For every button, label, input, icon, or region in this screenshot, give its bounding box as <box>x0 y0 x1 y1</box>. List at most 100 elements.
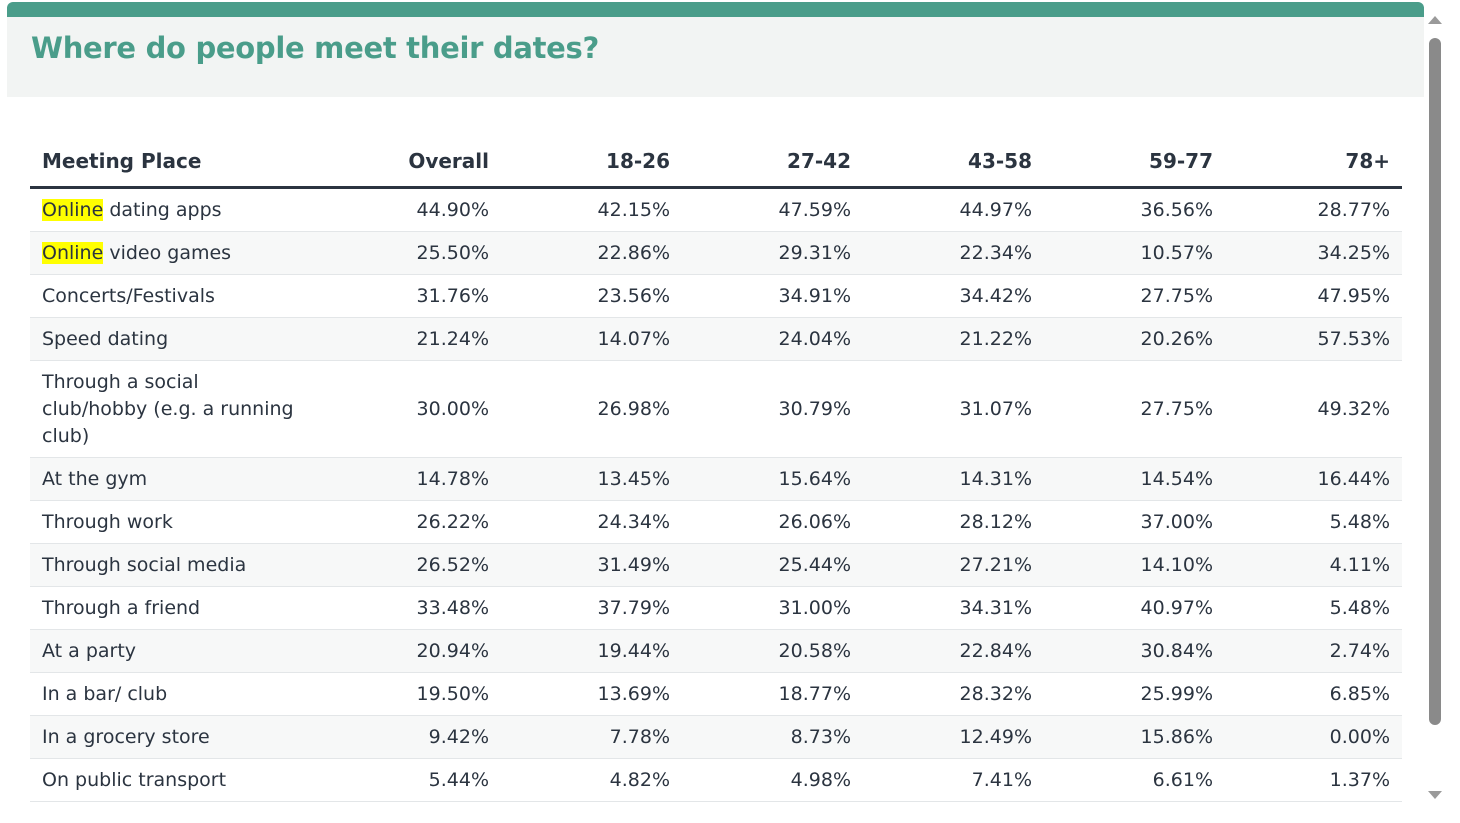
percentage-cell: 34.31% <box>863 586 1044 630</box>
meeting-place-cell: Through a friend <box>30 586 320 630</box>
table-row: Through social media 26.52% 31.49% 25.44% 27… <box>30 543 1402 587</box>
percentage-cell: 19.44% <box>501 629 682 673</box>
table-row: In a bar/ club 19.50% 13.69% 18.77% 28.32% 25… <box>30 672 1402 716</box>
percentage-cell: 57.53% <box>1225 317 1402 361</box>
percentage-cell: 5.48% <box>1225 586 1402 630</box>
page-title: Where do people meet their dates? <box>31 31 600 65</box>
percentage-cell: 13.45% <box>501 457 682 501</box>
percentage-cell: 49.32% <box>1225 360 1402 458</box>
percentage-cell: 26.98% <box>501 360 682 458</box>
table-row: At a party 20.94% 19.44% 20.58% 22.84% 30.84%… <box>30 629 1402 673</box>
vertical-scrollbar[interactable] <box>1424 8 1446 808</box>
percentage-cell: 8.73% <box>682 715 863 759</box>
percentage-cell: 28.32% <box>863 672 1044 716</box>
percentage-cell: 14.07% <box>501 317 682 361</box>
percentage-cell: 4.11% <box>1225 543 1402 587</box>
scroll-up-arrow-icon[interactable] <box>1428 16 1442 24</box>
table-row: Concerts/Festivals 31.76% 23.56% 34.91% 34.4… <box>30 274 1402 318</box>
meeting-place-cell: At the gym <box>30 457 320 501</box>
meeting-place-cell: At a party <box>30 629 320 673</box>
search-highlight: Online <box>42 198 104 221</box>
percentage-cell: 33.48% <box>320 586 501 630</box>
percentage-cell: 26.06% <box>682 500 863 544</box>
percentage-cell: 25.99% <box>1044 672 1225 716</box>
table-row: Through a social club/hobby (e.g. a runn… <box>30 360 1402 458</box>
percentage-cell: 31.00% <box>682 586 863 630</box>
percentage-cell: 27.75% <box>1044 360 1225 458</box>
meeting-place-cell: Concerts/Festivals <box>30 274 320 318</box>
meeting-place-cell: Through social media <box>30 543 320 587</box>
percentage-cell: 47.59% <box>682 187 863 232</box>
percentage-cell: 4.98% <box>682 758 863 802</box>
column-header: 27-42 <box>682 136 863 189</box>
percentage-cell: 24.04% <box>682 317 863 361</box>
percentage-cell: 1.37% <box>1225 758 1402 802</box>
percentage-cell: 21.24% <box>320 317 501 361</box>
percentage-cell: 14.54% <box>1044 457 1225 501</box>
meeting-place-cell: Speed dating <box>30 317 320 361</box>
meeting-place-cell: Through a social club/hobby (e.g. a runn… <box>30 360 320 458</box>
percentage-cell: 20.26% <box>1044 317 1225 361</box>
table-row: Online dating apps 44.90% 42.15% 47.59% 44.9… <box>30 187 1402 232</box>
percentage-cell: 27.75% <box>1044 274 1225 318</box>
percentage-cell: 25.44% <box>682 543 863 587</box>
header-accent-bar <box>7 2 1424 17</box>
meeting-place-cell: In a bar/ club <box>30 672 320 716</box>
percentage-cell: 14.31% <box>863 457 1044 501</box>
percentage-cell: 31.07% <box>863 360 1044 458</box>
table-row: Through a friend 33.48% 37.79% 31.00% 34.31%… <box>30 586 1402 630</box>
percentage-cell: 22.86% <box>501 231 682 275</box>
table-row: Online video games 25.50% 22.86% 29.31% 22.3… <box>30 231 1402 275</box>
percentage-cell: 21.22% <box>863 317 1044 361</box>
dating-places-table: Meeting Place Overall 18-26 27-42 43-58 … <box>30 136 1402 802</box>
percentage-cell: 14.10% <box>1044 543 1225 587</box>
percentage-cell: 23.56% <box>501 274 682 318</box>
percentage-cell: 31.49% <box>501 543 682 587</box>
percentage-cell: 44.90% <box>320 187 501 232</box>
percentage-cell: 9.42% <box>320 715 501 759</box>
table-row: In a grocery store 9.42% 7.78% 8.73% 12.49% 1… <box>30 715 1402 759</box>
percentage-cell: 30.79% <box>682 360 863 458</box>
column-header: 59-77 <box>1044 136 1225 189</box>
percentage-cell: 30.84% <box>1044 629 1225 673</box>
table-header: Meeting Place Overall 18-26 27-42 43-58 … <box>30 136 1402 189</box>
meeting-place-cell: On public transport <box>30 758 320 802</box>
meeting-place-cell: In a grocery store <box>30 715 320 759</box>
percentage-cell: 12.49% <box>863 715 1044 759</box>
percentage-cell: 26.52% <box>320 543 501 587</box>
percentage-cell: 22.84% <box>863 629 1044 673</box>
percentage-cell: 34.42% <box>863 274 1044 318</box>
percentage-cell: 34.91% <box>682 274 863 318</box>
percentage-cell: 26.22% <box>320 500 501 544</box>
percentage-cell: 40.97% <box>1044 586 1225 630</box>
table-row: Through work 26.22% 24.34% 26.06% 28.12% 37.0… <box>30 500 1402 544</box>
percentage-cell: 2.74% <box>1225 629 1402 673</box>
percentage-cell: 15.86% <box>1044 715 1225 759</box>
meeting-place-cell: Through work <box>30 500 320 544</box>
percentage-cell: 16.44% <box>1225 457 1402 501</box>
percentage-cell: 47.95% <box>1225 274 1402 318</box>
percentage-cell: 27.21% <box>863 543 1044 587</box>
scrollbar-thumb[interactable] <box>1429 38 1441 725</box>
header-panel: Where do people meet their dates? <box>7 17 1424 97</box>
percentage-cell: 20.94% <box>320 629 501 673</box>
percentage-cell: 36.56% <box>1044 187 1225 232</box>
scroll-down-arrow-icon[interactable] <box>1428 791 1442 799</box>
percentage-cell: 37.79% <box>501 586 682 630</box>
percentage-cell: 31.76% <box>320 274 501 318</box>
meeting-place-label: video games <box>103 241 232 264</box>
percentage-cell: 24.34% <box>501 500 682 544</box>
meeting-place-cell: Online video games <box>30 231 320 275</box>
percentage-cell: 37.00% <box>1044 500 1225 544</box>
percentage-cell: 15.64% <box>682 457 863 501</box>
percentage-cell: 4.82% <box>501 758 682 802</box>
percentage-cell: 19.50% <box>320 672 501 716</box>
column-header: Meeting Place <box>30 136 320 189</box>
meeting-place-label: dating apps <box>103 198 222 221</box>
percentage-cell: 42.15% <box>501 187 682 232</box>
percentage-cell: 34.25% <box>1225 231 1402 275</box>
percentage-cell: 6.85% <box>1225 672 1402 716</box>
column-header: 43-58 <box>863 136 1044 189</box>
percentage-cell: 20.58% <box>682 629 863 673</box>
